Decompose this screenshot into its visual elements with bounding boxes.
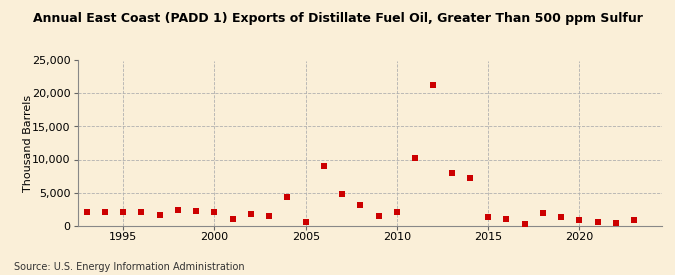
Point bbox=[337, 192, 348, 197]
Point bbox=[300, 219, 311, 224]
Point bbox=[574, 218, 585, 222]
Point bbox=[355, 203, 366, 207]
Point bbox=[136, 210, 147, 214]
Point bbox=[82, 210, 92, 214]
Point bbox=[592, 220, 603, 224]
Point bbox=[209, 210, 220, 214]
Point bbox=[464, 176, 475, 180]
Point bbox=[628, 217, 639, 222]
Point bbox=[446, 171, 457, 175]
Point bbox=[227, 216, 238, 221]
Point bbox=[483, 215, 493, 219]
Point bbox=[118, 210, 129, 214]
Point bbox=[556, 215, 566, 219]
Point bbox=[428, 83, 439, 87]
Text: Annual East Coast (PADD 1) Exports of Distillate Fuel Oil, Greater Than 500 ppm : Annual East Coast (PADD 1) Exports of Di… bbox=[32, 12, 643, 25]
Point bbox=[392, 210, 402, 214]
Point bbox=[191, 209, 202, 213]
Point bbox=[319, 164, 329, 168]
Point bbox=[173, 208, 184, 213]
Point bbox=[264, 213, 275, 218]
Point bbox=[537, 211, 548, 215]
Point bbox=[410, 156, 421, 160]
Point bbox=[100, 210, 111, 214]
Point bbox=[246, 211, 256, 216]
Point bbox=[282, 195, 293, 199]
Point bbox=[373, 213, 384, 218]
Point bbox=[501, 216, 512, 221]
Point bbox=[519, 222, 530, 226]
Y-axis label: Thousand Barrels: Thousand Barrels bbox=[23, 94, 33, 192]
Point bbox=[610, 221, 621, 225]
Point bbox=[155, 213, 165, 217]
Text: Source: U.S. Energy Information Administration: Source: U.S. Energy Information Administ… bbox=[14, 262, 244, 272]
